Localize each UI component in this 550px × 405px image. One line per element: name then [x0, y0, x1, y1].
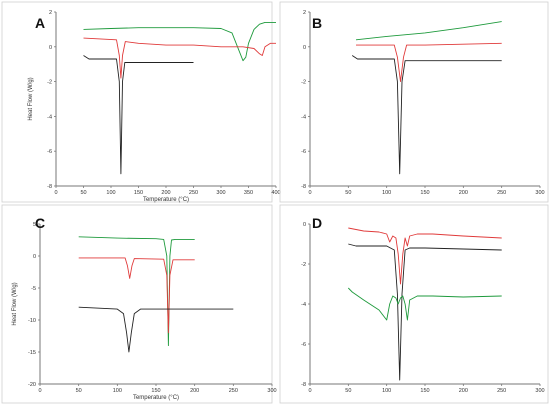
x-tick-label: 200	[190, 388, 199, 394]
x-axis-title: Temperature (°C)	[143, 197, 189, 203]
x-tick-label: 0	[308, 190, 311, 196]
y-tick-label: 0	[33, 254, 36, 260]
y-tick-label: -2	[47, 80, 52, 86]
x-tick-label: 0	[54, 190, 57, 196]
y-tick-label: -15	[28, 350, 36, 356]
x-tick-label: 300	[535, 388, 544, 394]
panel-letter: B	[312, 15, 322, 31]
x-tick-label: 250	[497, 388, 506, 394]
y-axis-title: Heat Flow (W/g)	[28, 77, 34, 120]
x-tick-label: 300	[535, 190, 544, 196]
panel-letter: C	[35, 215, 45, 231]
y-tick-label: 5	[33, 222, 36, 228]
panel-border	[279, 204, 549, 404]
x-tick-label: 250	[229, 388, 238, 394]
y-tick-label: -4	[301, 114, 306, 120]
chart-panel-b: 0 50 100 150 200 250 300 2 0 -2 -4 -6 -8 B	[279, 1, 549, 203]
x-tick-label: 200	[459, 388, 468, 394]
panel-border	[1, 204, 273, 404]
y-tick-label: 0	[303, 222, 306, 228]
y-tick-label: 2	[303, 10, 306, 16]
y-axis-title: Heat Flow (W/g)	[12, 282, 18, 325]
series-line-red	[78, 257, 195, 334]
x-tick-label: 200	[161, 190, 170, 196]
x-tick-label: 150	[420, 388, 429, 394]
y-tick-label: -8	[301, 382, 306, 388]
y-tick-label: -5	[31, 286, 36, 292]
x-tick-label: 0	[308, 388, 311, 394]
x-tick-label: 50	[345, 190, 351, 196]
series-line-black	[348, 243, 502, 381]
chart-panel-a: 0 50 100 150 200 250 300 350 400 2 0 -2 -4 -6 -8 Temper…	[1, 1, 281, 203]
chart-panel-d: 0 50 100 150 200 250 300 0 -2 -4 -6 -8 D	[279, 204, 549, 404]
x-tick-label: 150	[151, 388, 160, 394]
x-tick-label: 200	[459, 190, 468, 196]
x-tick-label: 400	[271, 190, 280, 196]
x-tick-label: 0	[38, 388, 41, 394]
y-tick-label: 2	[49, 10, 52, 16]
y-tick-label: -6	[301, 342, 306, 348]
series-line-red	[348, 227, 502, 285]
y-tick-label: -2	[301, 80, 306, 86]
series-line-green	[355, 21, 502, 41]
series-line-red	[83, 37, 276, 79]
x-tick-label: 300	[267, 388, 276, 394]
x-tick-label: 250	[497, 190, 506, 196]
y-tick-label: -2	[301, 262, 306, 268]
y-tick-label: -4	[47, 114, 52, 120]
x-tick-label: 150	[134, 190, 143, 196]
y-tick-label: 0	[303, 45, 306, 51]
series-line-red	[356, 42, 502, 83]
y-tick-label: -4	[301, 302, 306, 308]
y-tick-label: -10	[28, 318, 36, 324]
y-tick-label: -20	[28, 382, 36, 388]
x-tick-label: 100	[106, 190, 115, 196]
y-tick-label: -6	[47, 149, 52, 155]
y-tick-label: 0	[49, 45, 52, 51]
x-tick-label: 300	[216, 190, 225, 196]
series-line-black	[351, 55, 502, 175]
x-tick-label: 150	[420, 190, 429, 196]
x-tick-label: 250	[189, 190, 198, 196]
x-tick-label: 50	[76, 388, 82, 394]
x-axis-title: Temperature (°C)	[133, 395, 179, 401]
series-line-green	[347, 287, 502, 321]
x-tick-label: 50	[80, 190, 86, 196]
chart-panel-c: 0 50 100 150 200 250 30050-5-10-15-20Temperatu…	[1, 204, 277, 404]
panel-letter: D	[312, 215, 322, 231]
y-tick-label: -8	[47, 184, 52, 190]
x-tick-label: 100	[113, 388, 122, 394]
panel-letter: A	[35, 15, 45, 31]
y-tick-label: -6	[301, 149, 306, 155]
x-tick-label: 50	[345, 388, 351, 394]
panel-border	[1, 1, 273, 203]
series-line-green	[83, 21, 276, 62]
series-line-green	[78, 236, 195, 347]
x-tick-label: 100	[382, 190, 391, 196]
series-line-black	[78, 306, 234, 353]
y-tick-label: -8	[301, 184, 306, 190]
panel-border	[279, 1, 549, 203]
x-tick-label: 100	[382, 388, 391, 394]
series-line-black	[83, 55, 194, 175]
x-tick-label: 350	[244, 190, 253, 196]
